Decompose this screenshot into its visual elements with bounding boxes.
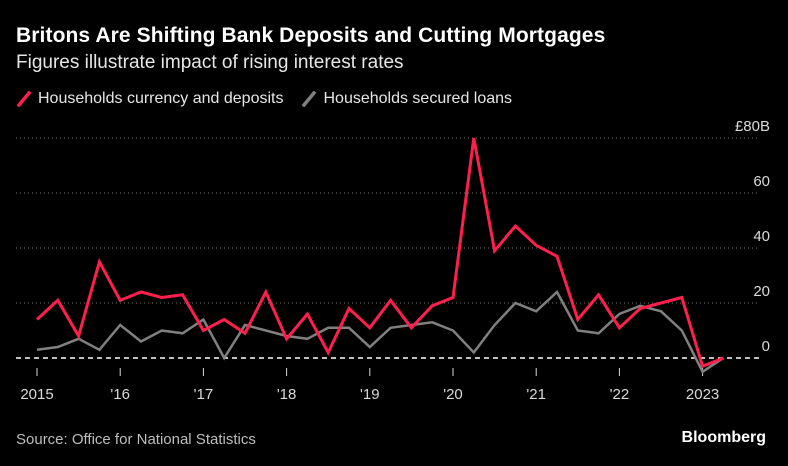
x-tick-label-28: '22	[610, 386, 630, 403]
series-line-secured-loans	[36, 289, 725, 374]
y-axis: 0 20 40 60 £80B	[735, 118, 770, 355]
y-tick-label-20: 20	[753, 283, 770, 300]
x-tick-label-0: 2015	[20, 386, 53, 403]
grid-layer	[16, 137, 760, 359]
x-tick-label-32: 2023	[686, 386, 719, 403]
legend-swatch-secured-loans-icon	[302, 91, 317, 107]
y-tick-label-60: 60	[753, 173, 770, 190]
y-tick-label-80: £80B	[735, 118, 770, 135]
x-tick-label-16: '19	[360, 386, 380, 403]
y-tick-label-40: 40	[753, 228, 770, 245]
legend-label-secured-loans: Households secured loans	[323, 90, 513, 107]
bloomberg-logo: Bloomberg	[681, 429, 766, 446]
chart-title: Britons Are Shifting Bank Deposits and C…	[16, 24, 606, 47]
x-tick-label-4: '16	[110, 386, 130, 403]
x-tick-label-20: '20	[443, 386, 463, 403]
chart-subtitle: Figures illustrate impact of rising inte…	[16, 52, 404, 73]
x-axis: 2015 '16 '17 '18 '19 '20 '21 '22 2023	[20, 368, 719, 403]
x-tick-label-24: '21	[526, 386, 546, 403]
legend-swatch-deposits-icon	[16, 91, 32, 107]
series-layer	[35, 137, 725, 374]
series-line-deposits	[35, 137, 724, 369]
legend-label-deposits: Households currency and deposits	[38, 90, 284, 107]
y-tick-label-0: 0	[762, 338, 770, 355]
x-tick-label-8: '17	[194, 386, 214, 403]
legend: Households currency and deposits Househo…	[16, 90, 530, 108]
legend-item-deposits: Households currency and deposits	[16, 90, 283, 108]
source-note: Source: Office for National Statistics	[16, 431, 256, 448]
legend-item-secured-loans: Households secured loans	[301, 90, 512, 108]
x-tick-label-12: '18	[277, 386, 297, 403]
